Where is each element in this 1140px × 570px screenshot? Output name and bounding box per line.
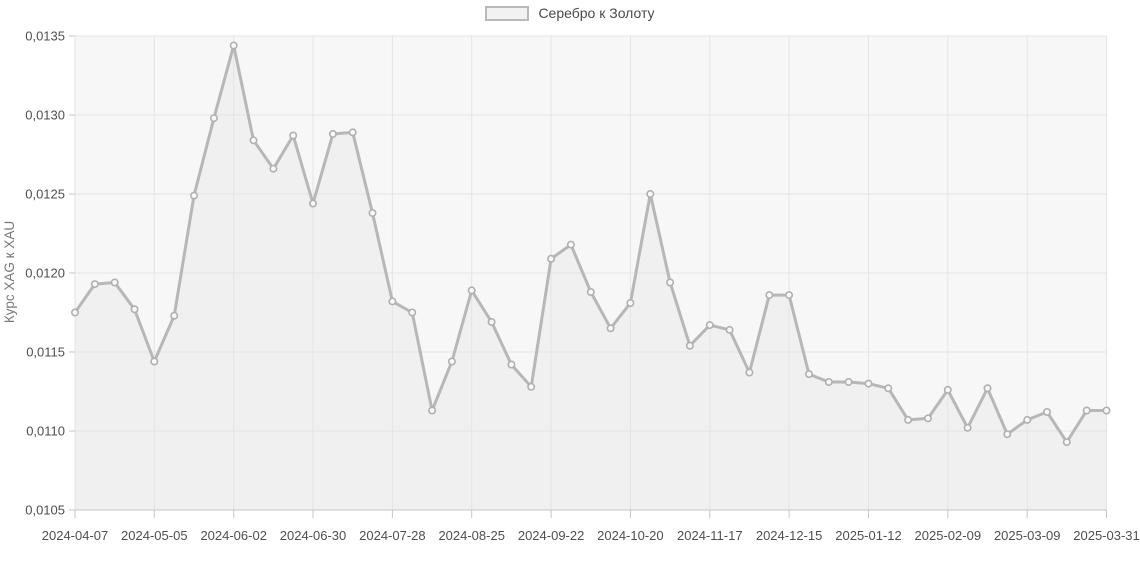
x-tick-label: 2024-06-02 (200, 528, 267, 543)
legend-item-silver-to-gold[interactable]: Серебро к Золоту (485, 5, 655, 21)
data-point-marker[interactable] (1023, 415, 1032, 424)
data-point-marker[interactable] (626, 298, 635, 307)
y-tick-label: 0,0120 (25, 266, 65, 281)
data-point-marker[interactable] (1082, 406, 1091, 415)
x-tick-label: 2024-10-20 (597, 528, 664, 543)
x-tick-label: 2024-11-17 (677, 528, 743, 543)
x-tick-label: 2025-01-12 (835, 528, 902, 543)
series-area-fill (75, 45, 1107, 510)
data-point-marker[interactable] (209, 114, 218, 123)
data-point-marker[interactable] (110, 278, 119, 287)
data-point-marker[interactable] (646, 190, 655, 199)
data-point-marker[interactable] (308, 199, 317, 208)
x-tick-label: 2024-12-15 (756, 528, 823, 543)
data-point-marker[interactable] (328, 130, 337, 139)
data-point-marker[interactable] (388, 297, 397, 306)
x-tick-label: 2024-08-25 (438, 528, 505, 543)
legend-item-label: Серебро к Золоту (538, 5, 655, 21)
data-point-marker[interactable] (547, 254, 556, 263)
data-point-marker[interactable] (467, 286, 476, 295)
data-point-marker[interactable] (804, 370, 813, 379)
data-point-marker[interactable] (229, 41, 238, 50)
y-tick-label: 0,0125 (25, 187, 65, 202)
data-point-marker[interactable] (785, 291, 794, 300)
data-point-marker[interactable] (348, 128, 357, 137)
data-point-marker[interactable] (586, 287, 595, 296)
data-point-marker[interactable] (428, 406, 437, 415)
data-point-marker[interactable] (90, 280, 99, 289)
legend: Серебро к Золоту (0, 5, 1140, 21)
y-tick-label: 0,0135 (25, 29, 65, 44)
data-point-marker[interactable] (249, 136, 258, 145)
data-point-marker[interactable] (447, 357, 456, 366)
x-tick-label: 2024-09-22 (518, 528, 585, 543)
y-tick-label: 0,0105 (25, 503, 65, 518)
data-point-marker[interactable] (566, 240, 575, 249)
data-point-marker[interactable] (943, 385, 952, 394)
data-point-marker[interactable] (487, 317, 496, 326)
data-point-marker[interactable] (606, 324, 615, 333)
x-tick-label: 2025-03-31 (1073, 528, 1140, 543)
data-point-marker[interactable] (844, 377, 853, 386)
x-tick-label: 2024-04-07 (42, 528, 109, 543)
data-point-marker[interactable] (170, 311, 179, 320)
x-tick-label: 2025-03-09 (994, 528, 1061, 543)
data-point-marker[interactable] (150, 357, 159, 366)
data-point-marker[interactable] (824, 377, 833, 386)
x-tick-label: 2024-06-30 (280, 528, 347, 543)
data-point-marker[interactable] (190, 191, 199, 200)
y-tick-label: 0,0110 (26, 424, 65, 439)
x-tick-label: 2024-05-05 (121, 528, 188, 543)
data-point-marker[interactable] (269, 164, 278, 173)
data-point-marker[interactable] (983, 384, 992, 393)
y-tick-label: 0,0130 (25, 108, 65, 123)
legend-swatch (485, 5, 530, 21)
data-point-marker[interactable] (1062, 438, 1071, 447)
data-point-marker[interactable] (1043, 407, 1052, 416)
data-point-marker[interactable] (765, 291, 774, 300)
data-point-marker[interactable] (527, 382, 536, 391)
y-tick-label: 0,0115 (26, 345, 65, 360)
data-point-marker[interactable] (923, 414, 932, 423)
data-point-marker[interactable] (130, 305, 139, 314)
data-point-marker[interactable] (368, 209, 377, 218)
data-point-marker[interactable] (725, 325, 734, 334)
x-tick-label: 2025-02-09 (915, 528, 982, 543)
data-point-marker[interactable] (963, 423, 972, 432)
data-point-marker[interactable] (666, 278, 675, 287)
data-point-marker[interactable] (705, 321, 714, 330)
data-point-marker[interactable] (745, 368, 754, 377)
data-point-marker[interactable] (289, 131, 298, 140)
data-point-marker[interactable] (904, 415, 913, 424)
data-point-marker[interactable] (507, 360, 516, 369)
data-point-marker[interactable] (1102, 406, 1111, 415)
x-tick-label: 2024-07-28 (359, 528, 426, 543)
data-point-marker[interactable] (1003, 430, 1012, 439)
data-point-marker[interactable] (685, 341, 694, 350)
data-point-marker[interactable] (864, 379, 873, 388)
data-point-marker[interactable] (884, 384, 893, 393)
data-point-marker[interactable] (408, 308, 417, 317)
data-point-marker[interactable] (71, 308, 80, 317)
